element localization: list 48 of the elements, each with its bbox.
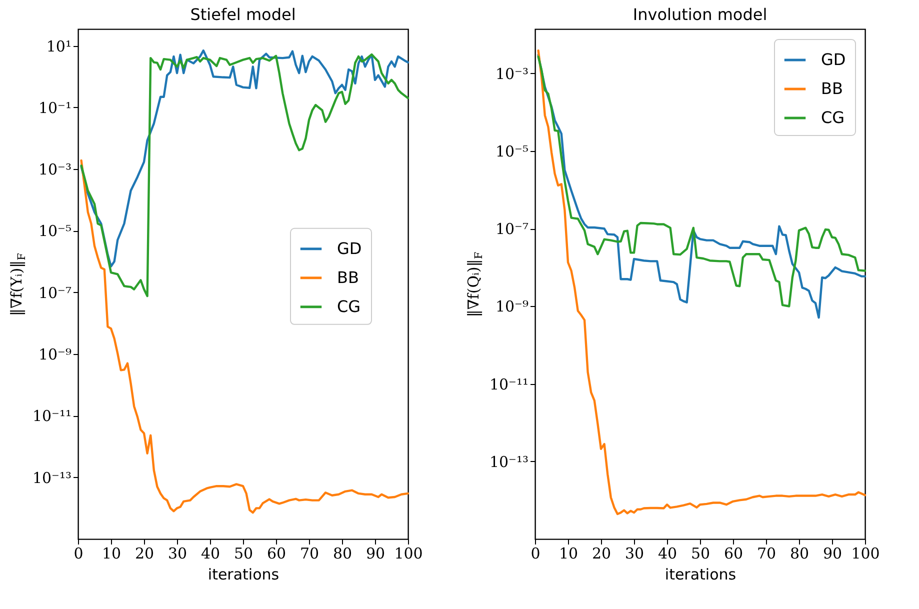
chart-title: Stiefel model	[190, 5, 296, 24]
y-tick-label: 10⁻¹¹	[489, 375, 528, 394]
y-tick-label: 10⁻³	[495, 64, 528, 83]
x-tick-label: 10	[102, 544, 122, 562]
y-tick-label: 10⁻¹³	[32, 468, 72, 487]
x-tick-label: 60	[724, 544, 744, 562]
legend-label: CG	[821, 108, 845, 127]
legend-label: GD	[821, 50, 846, 69]
x-tick-label: 70	[300, 544, 320, 562]
y-tick-label: 10⁻³	[38, 160, 72, 179]
x-tick-label: 90	[822, 544, 842, 562]
line-series	[80, 159, 410, 514]
legend-label: CG	[337, 296, 361, 316]
y-tick-label: 10⁻⁷	[38, 284, 72, 302]
y-tick-label: 10⁻⁷	[495, 220, 528, 238]
x-tick-label: 60	[266, 544, 286, 562]
line-series	[537, 49, 866, 516]
x-tick-label: 20	[134, 544, 154, 562]
y-tick-label: 10¹	[46, 37, 72, 56]
x-tick-label: 40	[658, 544, 678, 562]
x-tick-label: 80	[332, 544, 352, 562]
x-tick-label: 30	[624, 544, 644, 562]
legend-label: BB	[821, 79, 843, 98]
chart-title: Involution model	[632, 5, 768, 24]
x-tick-label: 90	[366, 544, 386, 562]
x-tick-label: 0	[74, 544, 84, 562]
x-tick-label: 100	[394, 544, 423, 562]
x-tick-label: 70	[756, 544, 776, 562]
y-tick-label: 10⁻⁵	[38, 222, 72, 240]
y-tick-label: 10⁻¹	[38, 98, 72, 117]
legend-label: GD	[337, 238, 362, 258]
x-tick-label: 20	[592, 544, 612, 562]
y-tick-label: 10⁻¹³	[489, 452, 528, 471]
y-tick-label: 10⁻⁵	[495, 142, 528, 161]
x-tick-label: 10	[558, 544, 578, 562]
y-tick-label: 10⁻⁹	[495, 298, 528, 316]
x-axis-title: iterations	[664, 566, 736, 584]
x-tick-label: 40	[200, 544, 220, 562]
y-tick-label: 10⁻⁹	[38, 346, 72, 364]
x-tick-label: 30	[168, 544, 188, 562]
x-tick-label: 80	[790, 544, 810, 562]
x-tick-label: 100	[851, 544, 880, 562]
x-tick-label: 50	[690, 544, 710, 562]
x-axis-title: iterations	[208, 566, 280, 584]
x-tick-label: 50	[234, 544, 254, 562]
x-tick-label: 0	[530, 544, 540, 562]
y-tick-label: 10⁻¹¹	[32, 407, 72, 426]
legend-label: BB	[337, 268, 359, 287]
